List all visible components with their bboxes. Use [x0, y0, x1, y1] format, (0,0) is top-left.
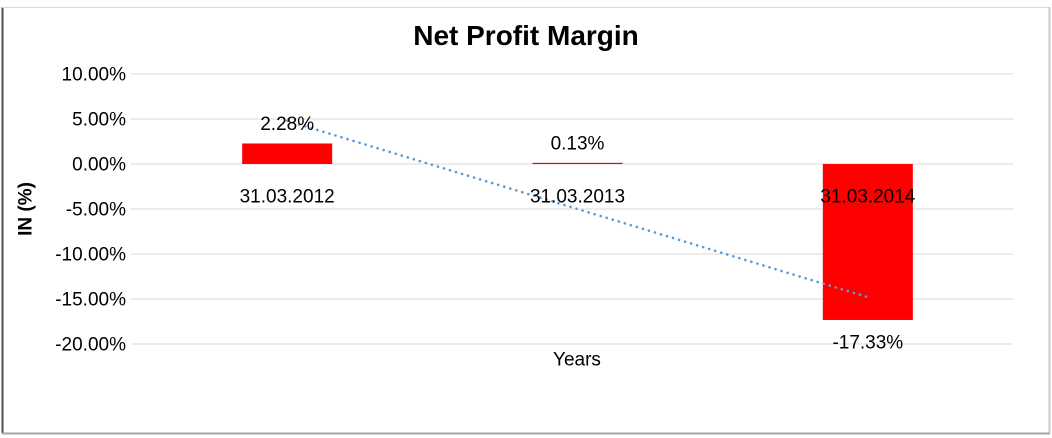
- data-label: 2.28%: [260, 114, 314, 135]
- y-tick-label: 0.00%: [72, 155, 126, 176]
- x-category-label: 31.03.2012: [240, 187, 335, 208]
- x-category-label: 31.03.2013: [530, 187, 625, 208]
- y-tick-label: -20.00%: [55, 335, 126, 356]
- plot-area: 10.00% 5.00% 0.00% -5.00% -10.00% -15.00% -20.…: [55, 65, 1013, 356]
- y-tick-label: -15.00%: [55, 290, 126, 311]
- y-axis-title: IN (%): [16, 182, 37, 236]
- bar-31.03.2012: [242, 143, 333, 164]
- y-tick-label: 10.00%: [62, 65, 127, 86]
- bar-31.03.2014: [822, 164, 913, 320]
- data-label: -17.33%: [832, 333, 903, 354]
- x-category-label: 31.03.2014: [820, 187, 916, 208]
- y-tick-label: -5.00%: [66, 200, 126, 221]
- x-axis-title: Years: [553, 350, 601, 371]
- y-tick-label: 5.00%: [72, 110, 126, 131]
- y-tick-label: -10.00%: [55, 245, 126, 266]
- bar-31.03.2013: [532, 162, 623, 165]
- chart-title: Net Profit Margin: [413, 20, 639, 51]
- trendline: [285, 119, 870, 299]
- data-label: 0.13%: [551, 133, 605, 154]
